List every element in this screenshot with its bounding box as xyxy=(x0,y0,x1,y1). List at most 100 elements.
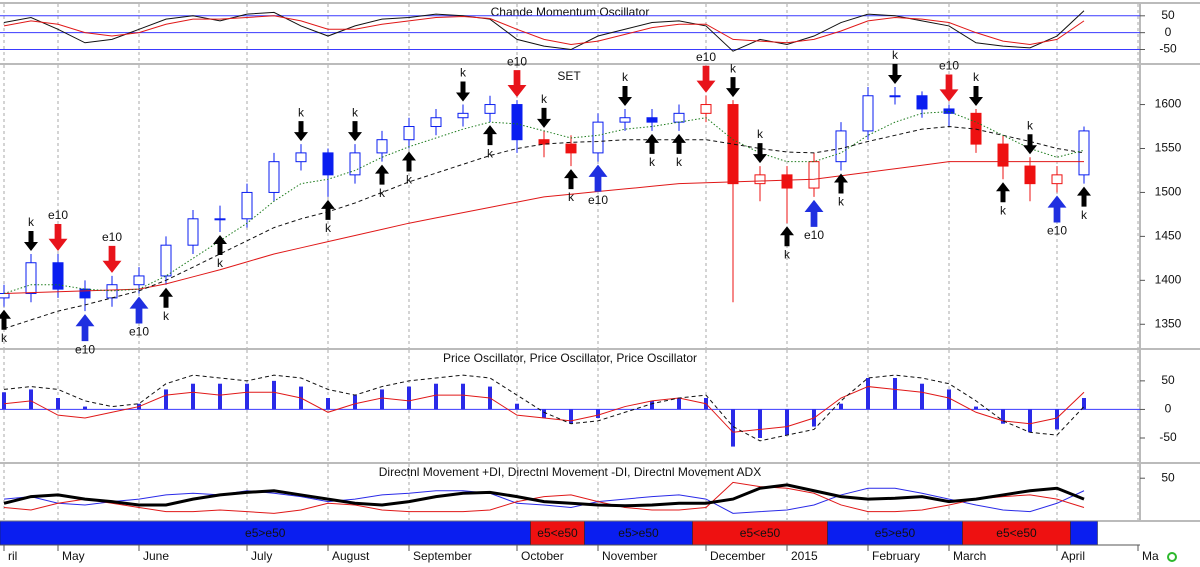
candle-body xyxy=(457,112,469,119)
y-tick-label: 0 xyxy=(1165,25,1172,39)
histogram-bar xyxy=(461,383,465,410)
histogram-bar xyxy=(893,378,897,410)
signal-arrow xyxy=(672,133,686,154)
series-line xyxy=(3,481,1085,514)
signal-label: k xyxy=(1000,203,1007,217)
series-line xyxy=(3,483,1085,508)
histogram-bar xyxy=(1028,409,1032,433)
candle-body xyxy=(295,152,307,163)
signal-arrow xyxy=(375,164,389,185)
signal-label: e10 xyxy=(588,193,608,207)
histogram-bar xyxy=(650,400,654,410)
series-line xyxy=(3,15,1085,45)
series-line xyxy=(3,10,1085,52)
signal-label: k xyxy=(838,195,845,209)
histogram-bar xyxy=(947,389,951,410)
x-tick-label: December xyxy=(710,549,765,563)
histogram-bar xyxy=(839,403,843,410)
regime-label: e5>e50 xyxy=(245,526,286,540)
histogram-bar xyxy=(326,398,330,410)
x-tick-label: 2015 xyxy=(791,549,818,563)
candle-body xyxy=(538,139,550,145)
series-line xyxy=(3,161,1084,295)
histogram-bar xyxy=(56,398,60,410)
signal-label: k xyxy=(730,61,737,75)
signal-arrow xyxy=(753,143,767,164)
histogram-bar xyxy=(542,409,546,418)
signal-arrow xyxy=(996,182,1010,203)
candle-body xyxy=(322,152,334,176)
signal-arrow xyxy=(102,245,122,273)
signal-label: k xyxy=(1027,118,1034,132)
signal-arrow xyxy=(780,226,794,247)
y-tick-label: 1450 xyxy=(1155,229,1182,243)
candle-body xyxy=(0,293,10,299)
signal-label: k xyxy=(649,155,656,169)
candle-body xyxy=(646,117,658,123)
signal-arrow xyxy=(804,199,824,227)
signal-label: k xyxy=(379,186,386,200)
y-tick-label: 50 xyxy=(1161,470,1175,484)
signal-label: k xyxy=(676,155,683,169)
signal-label: k xyxy=(1081,208,1088,222)
signal-arrow xyxy=(483,125,497,146)
signal-label: k xyxy=(163,309,170,323)
signal-arrow xyxy=(24,230,38,251)
histogram-bar xyxy=(2,392,6,410)
x-tick-label: Ma xyxy=(1142,549,1159,563)
histogram-bar xyxy=(677,398,681,410)
x-tick-label: July xyxy=(251,549,272,563)
candle-body xyxy=(862,95,874,132)
y-tick-label: 50 xyxy=(1161,8,1175,22)
signal-arrow xyxy=(1077,186,1091,207)
signal-arrow xyxy=(1047,195,1067,223)
histogram-bar xyxy=(407,386,411,410)
signal-arrow xyxy=(213,234,227,255)
x-tick-label: March xyxy=(953,549,986,563)
histogram-bar xyxy=(569,409,573,424)
y-tick-label: 1600 xyxy=(1155,97,1182,111)
y-tick-label: 1350 xyxy=(1155,316,1182,330)
signal-arrow xyxy=(618,85,632,106)
signal-label: k xyxy=(460,66,467,80)
regime-label: e5<e50 xyxy=(996,526,1037,540)
histogram-bar xyxy=(1082,398,1086,410)
candle-body xyxy=(349,152,361,176)
histogram-bar xyxy=(515,403,519,410)
signal-arrow xyxy=(939,74,959,102)
histogram-bar xyxy=(866,378,870,410)
candle-body xyxy=(727,104,739,185)
signal-arrow xyxy=(159,287,173,308)
signal-label: k xyxy=(1,331,8,345)
histogram-bar xyxy=(434,383,438,410)
candle-body xyxy=(700,104,712,114)
signal-label: k xyxy=(757,127,764,141)
candle-body xyxy=(808,161,820,189)
histogram-bar xyxy=(29,389,33,410)
signal-arrow xyxy=(726,77,740,98)
y-tick-label: 50 xyxy=(1161,373,1175,387)
histogram-bar xyxy=(596,409,600,418)
candle-body xyxy=(52,262,64,290)
histogram-bar xyxy=(245,383,249,410)
signal-label: k xyxy=(406,173,413,187)
signal-label: e10 xyxy=(939,59,959,73)
signal-label: k xyxy=(487,146,494,160)
histogram-bar xyxy=(353,395,357,410)
signal-label: k xyxy=(298,105,305,119)
signal-arrow xyxy=(402,151,416,172)
x-tick-label: September xyxy=(413,549,472,563)
signal-arrow xyxy=(294,121,308,142)
signal-label: e10 xyxy=(75,342,95,356)
x-tick-label: August xyxy=(332,549,370,563)
y-tick-label: -50 xyxy=(1159,42,1177,56)
regime-segment xyxy=(1070,520,1098,546)
signal-label: e10 xyxy=(48,208,68,222)
series-line xyxy=(3,374,1085,442)
candle-body xyxy=(376,139,388,154)
y-tick-label: 1550 xyxy=(1155,141,1182,155)
candle-body xyxy=(889,95,901,98)
histogram-bar xyxy=(974,406,978,410)
y-tick-label: 1400 xyxy=(1155,272,1182,286)
x-tick-label: February xyxy=(872,549,920,563)
